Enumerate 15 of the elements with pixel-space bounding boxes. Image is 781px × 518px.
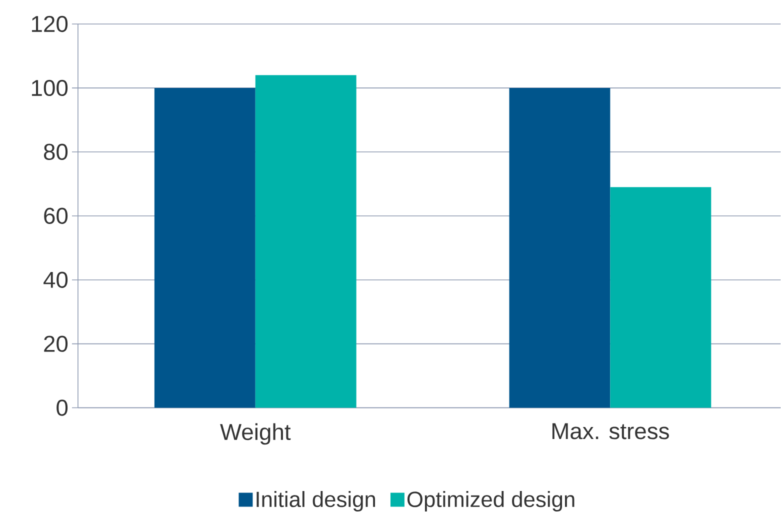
y-tick-label: 20	[44, 336, 68, 352]
y-tick-label: 0	[56, 400, 68, 416]
bar	[154, 88, 256, 408]
y-tick-label: 80	[44, 144, 68, 160]
bar	[509, 88, 610, 408]
legend-label: Initial design	[256, 491, 376, 512]
x-tick-label: Max. stress	[552, 423, 669, 440]
bar	[610, 187, 712, 408]
bar	[255, 75, 356, 408]
legend-label: Optimized design	[407, 491, 574, 512]
y-tick-label: 60	[44, 208, 68, 224]
y-tick-label: 120	[32, 16, 68, 32]
y-tick-label: 100	[32, 80, 68, 96]
x-tick-label: Weight	[220, 423, 291, 445]
y-tick-label: 40	[44, 272, 68, 288]
